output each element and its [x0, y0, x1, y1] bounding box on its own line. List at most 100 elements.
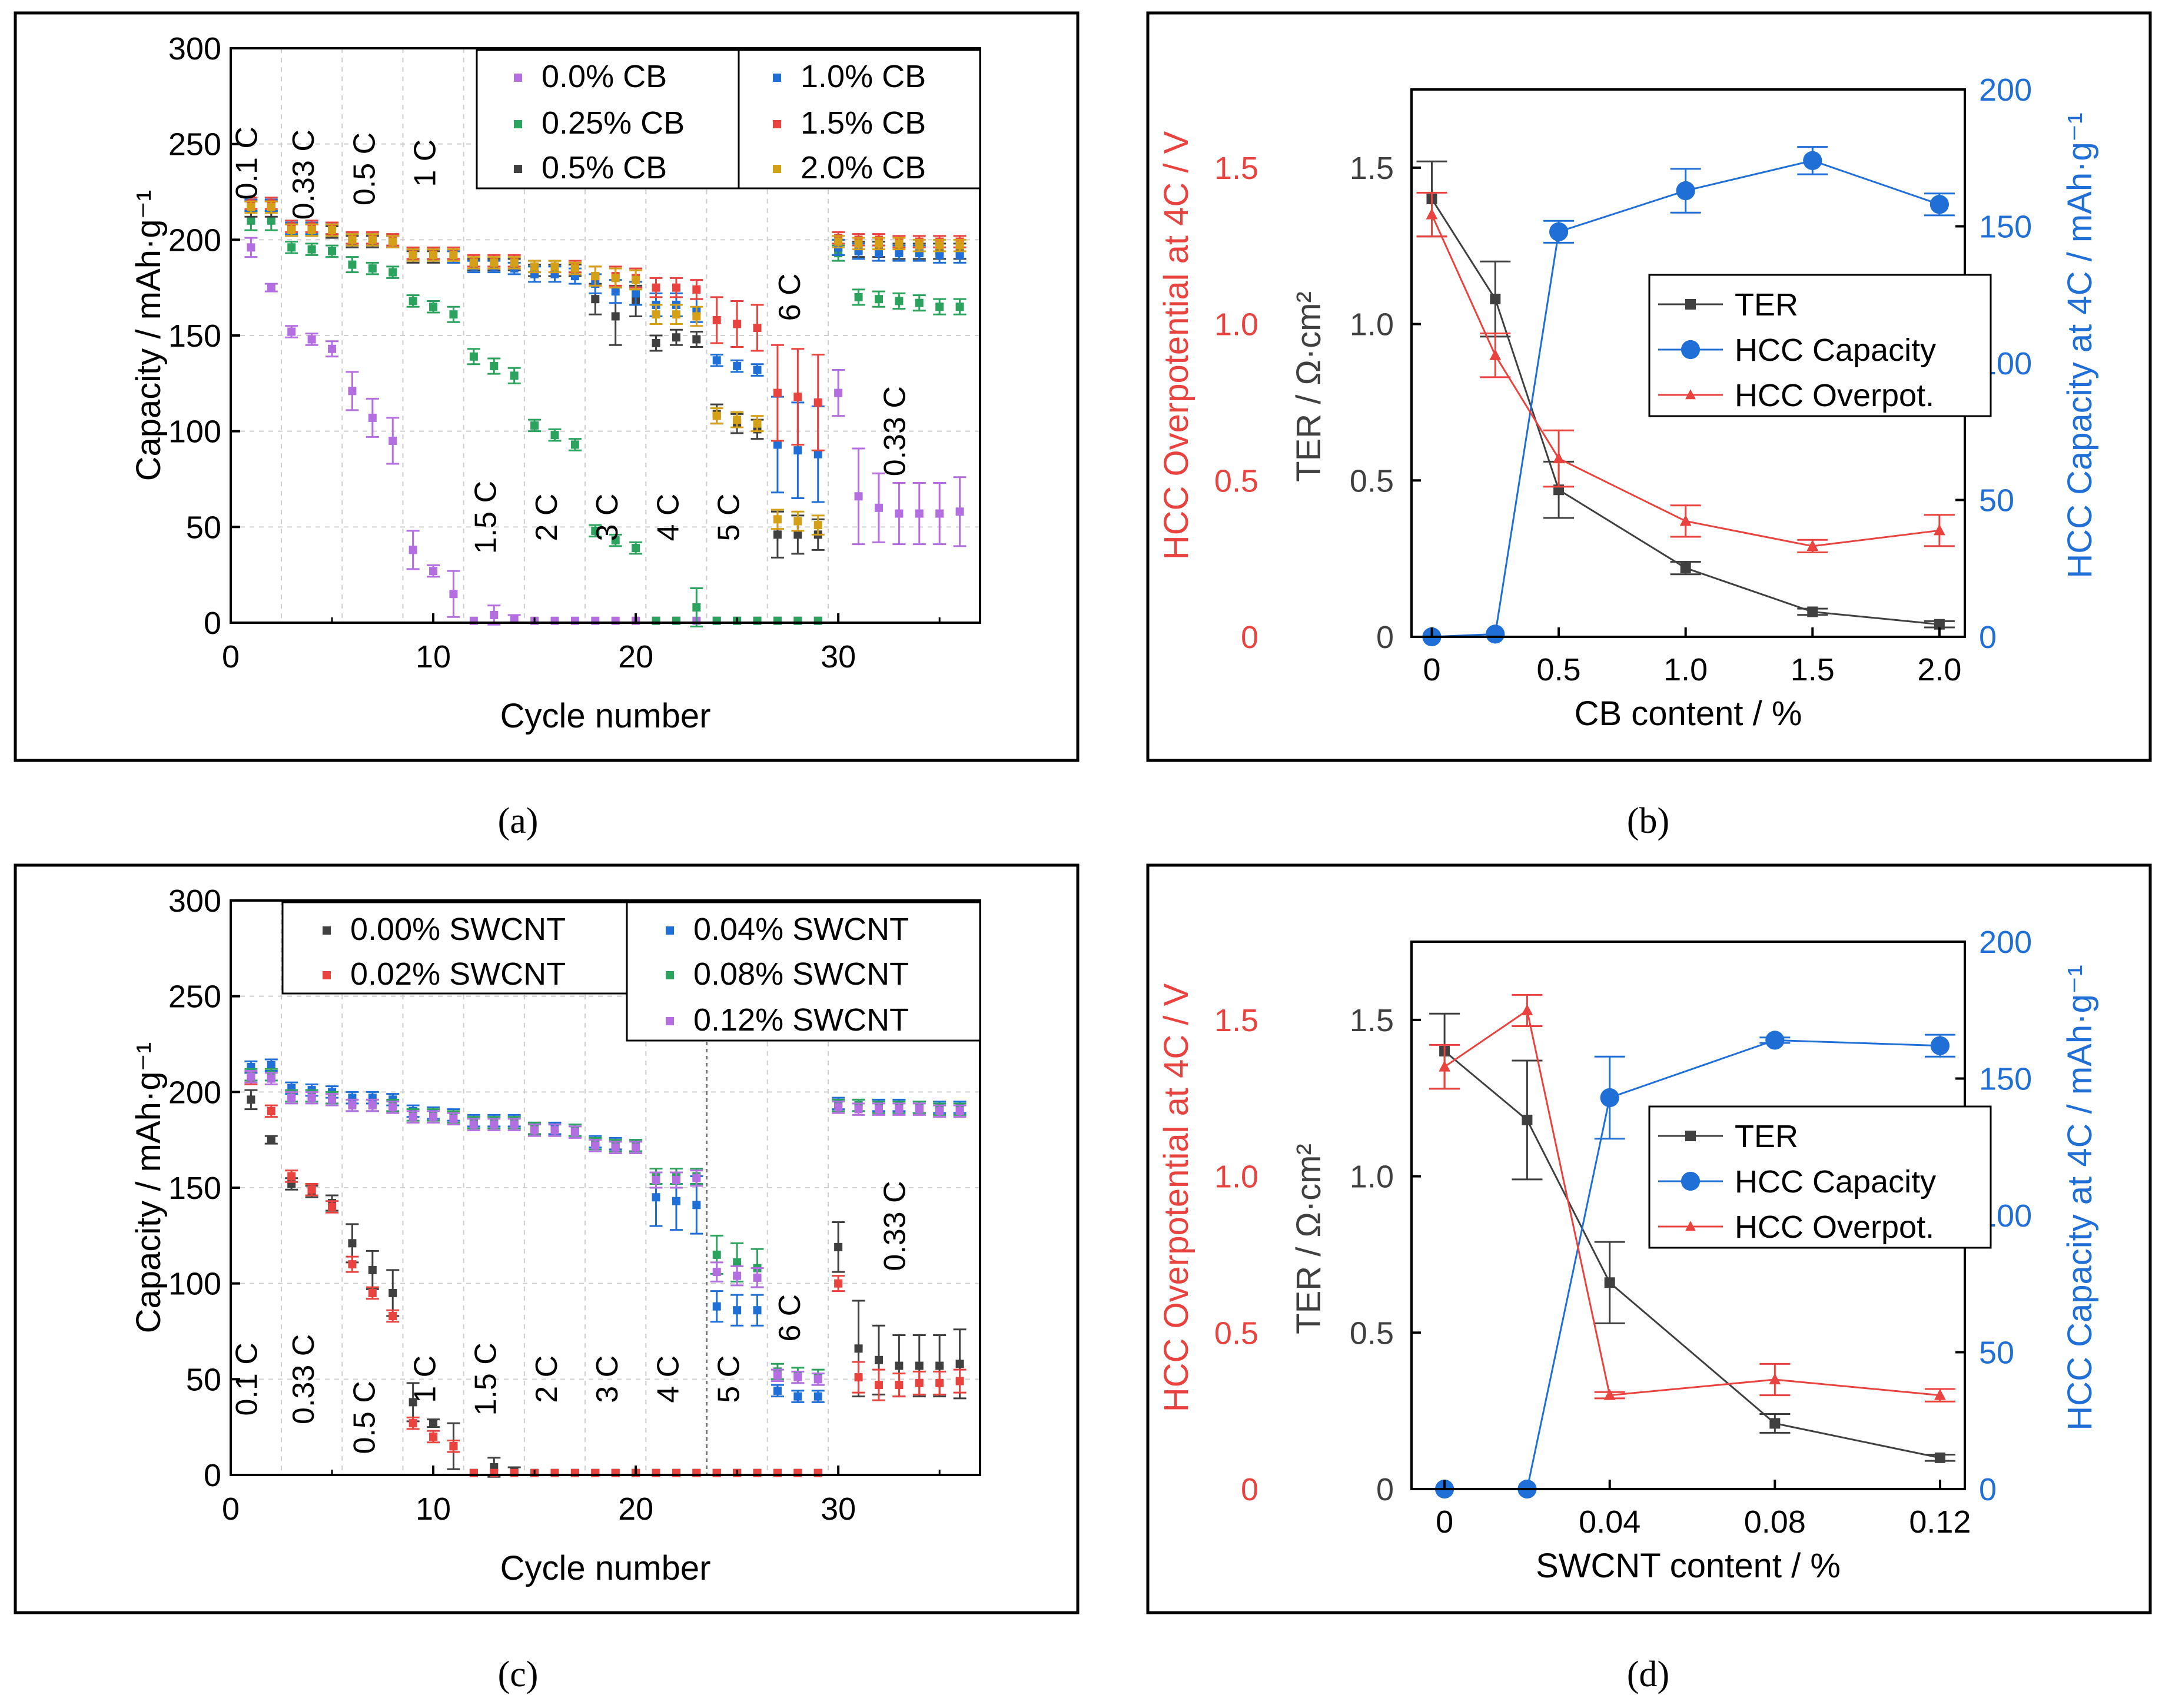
chart-b-series-1 [1422, 146, 1955, 647]
chart-a-point [247, 203, 255, 212]
chart-a-point [611, 274, 620, 283]
chart-c-xtick-label: 10 [416, 1491, 451, 1527]
chart-a-point [510, 371, 519, 380]
chart-b-point [1426, 208, 1438, 220]
chart-a-legend-label: 0.0% CB [542, 59, 667, 94]
chart-a-ytick-label: 150 [168, 318, 221, 354]
panel-d-frame [1146, 863, 2152, 1614]
chart-c-ytick-label: 0 [204, 1458, 221, 1493]
chart-a-ytick-label: 50 [186, 510, 221, 545]
chart-a-point [874, 249, 883, 258]
chart-d-legend-label: HCC Overpot. [1735, 1209, 1934, 1245]
chart-a-point [348, 260, 357, 269]
chart-b-legend-item: HCC Overpot. [1658, 378, 1934, 413]
chart-c-point [368, 1288, 377, 1297]
chart-c-point [854, 1373, 863, 1382]
chart-d-ytick-label-outer: 0.5 [1214, 1315, 1258, 1351]
chart-c-point [874, 1355, 883, 1364]
chart-c-legend-label: 0.08% SWCNT [693, 956, 909, 992]
chart-c-ytick-label: 200 [168, 1075, 221, 1110]
chart-a-ylabel: Capacity / mAh·g⁻¹ [129, 190, 168, 481]
chart-c-rate-label: 6 C [773, 1294, 807, 1342]
chart-a-point [692, 285, 701, 294]
chart-d-series-2 [1429, 993, 1955, 1403]
chart-c-point [530, 1126, 539, 1135]
chart-d-y2tick-label: 200 [1979, 925, 2032, 960]
chart-b-y2tick-label: 0 [1979, 620, 1997, 655]
chart-c-point [449, 1442, 458, 1451]
chart-c-point [591, 1141, 600, 1150]
chart-c-point [813, 1375, 822, 1384]
chart-c-legend-item: 0.04% SWCNT [666, 912, 909, 947]
chart-b-legend-label: HCC Capacity [1735, 333, 1936, 368]
chart-a-legend-item: 1.0% CB [773, 59, 926, 94]
chart-a-point [632, 289, 640, 298]
chart-a-point [773, 515, 782, 524]
chart-a-point [793, 446, 802, 455]
chart-c-point [753, 1306, 762, 1315]
chart-d-point [1769, 1418, 1781, 1429]
chart-a-ytick-label: 100 [168, 414, 221, 450]
chart-b-series-2 [1416, 191, 1955, 554]
chart-b-ytick-label-inner: 0.5 [1350, 463, 1394, 499]
chart-a-point [611, 312, 620, 321]
chart-c-ytick-label: 100 [168, 1267, 221, 1302]
chart-a-point [611, 287, 620, 296]
chart-b-ylabel-outer: HCC Overpotential at 4C / V [1157, 131, 1195, 560]
chart-c-point [935, 1106, 944, 1115]
chart-b-point [1679, 514, 1692, 526]
chart-c-point [672, 1197, 680, 1205]
chart-c-point [267, 1061, 275, 1069]
chart-c-point [895, 1361, 904, 1370]
chart-b-ytick-label-inner: 0 [1376, 620, 1394, 655]
chart-a-point [328, 247, 337, 255]
chart-d-y2tick-label: 50 [1979, 1335, 2014, 1371]
chart-c-point [652, 1175, 660, 1184]
chart-c-point [409, 1419, 417, 1428]
chart-c-point [429, 1112, 438, 1121]
chart-d-ytick-label-inner: 0.5 [1350, 1315, 1394, 1351]
chart-d-legend-marker [1685, 1221, 1696, 1231]
chart-c-point [267, 1135, 275, 1144]
chart-b-line [1431, 214, 1940, 547]
chart-c-legend-item: 0.08% SWCNT [666, 956, 909, 992]
chart-b-point [1490, 294, 1501, 305]
chart-b-point [1676, 181, 1695, 201]
chart-a-point [955, 251, 964, 260]
chart-c-point [793, 1392, 802, 1401]
chart-c-point [449, 1114, 458, 1123]
chart-b-point [1486, 624, 1505, 644]
chart-c-legend-label: 0.04% SWCNT [693, 912, 909, 947]
chart-a-point [874, 503, 883, 512]
chart-b-ytick-label-inner: 1.0 [1350, 307, 1394, 343]
chart-c-point [834, 1279, 843, 1288]
chart-c-legend-label: 0.00% SWCNT [350, 912, 566, 947]
chart-b-legend-marker [1681, 340, 1701, 360]
chart-c-point [692, 1201, 701, 1209]
chart-a-point [307, 245, 316, 254]
chart-a-point [874, 295, 883, 304]
chart-c-point [753, 1273, 762, 1282]
chart-c-point [429, 1432, 438, 1441]
chart-a-point [854, 492, 863, 501]
chart-c-point [510, 1120, 519, 1129]
chart-a-point [652, 283, 660, 292]
chart-c-point [632, 1143, 640, 1152]
chart-a-xtick-label: 0 [222, 639, 240, 674]
chart-c-point [409, 1398, 417, 1407]
chart-a-point [915, 241, 924, 250]
chart-d-xtick-label: 0.08 [1744, 1504, 1806, 1540]
chart-d-point [1934, 1388, 1946, 1400]
chart-a-point [388, 436, 397, 445]
chart-a-legend-marker [514, 74, 522, 82]
chart-a-point [692, 603, 701, 612]
chart-a: 0 50 100 150 200 250 300 0 10 20 30 Cycle number Cap… [129, 31, 981, 735]
chart-b-y2tick-label: 150 [1979, 210, 2032, 245]
chart-a-rate-label: 0.33 C [878, 386, 912, 476]
chart-a-legend-item: 0.5% CB [514, 150, 667, 185]
chart-a-point [733, 362, 742, 371]
chart-a-legend-item: 1.5% CB [773, 105, 926, 141]
chart-a-point [813, 398, 822, 407]
chart-c-point [733, 1271, 742, 1280]
